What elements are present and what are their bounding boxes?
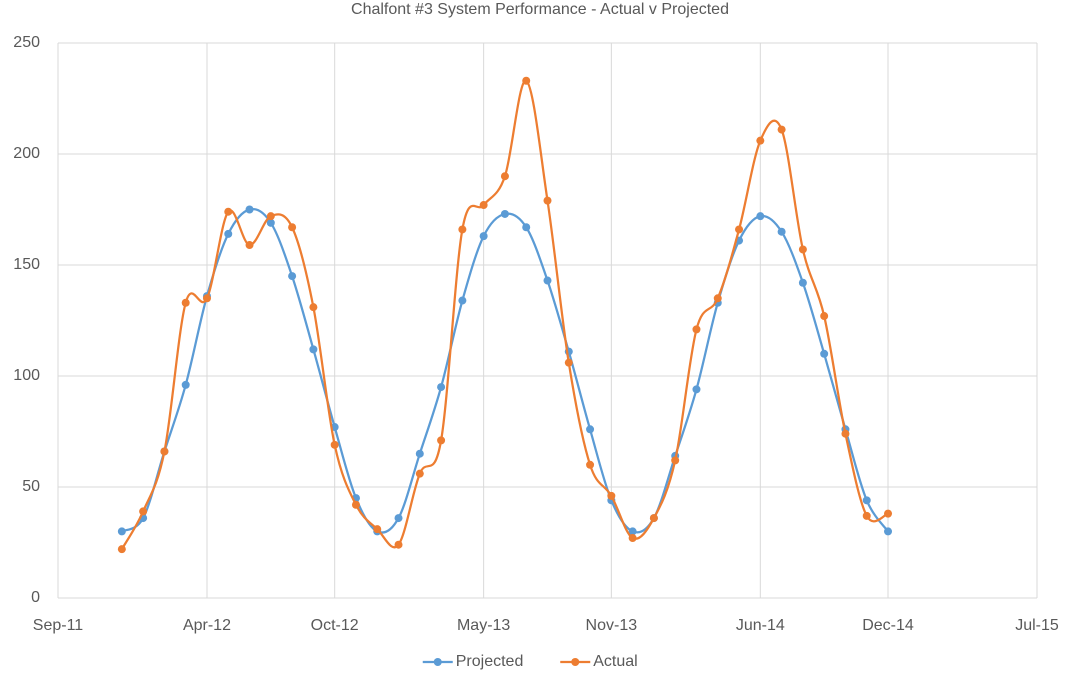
data-point — [543, 196, 552, 205]
legend-marker — [571, 658, 580, 666]
data-point — [564, 358, 573, 367]
data-point — [692, 385, 701, 394]
data-point — [351, 500, 360, 509]
data-point — [756, 212, 765, 221]
data-point — [522, 223, 531, 232]
data-point — [500, 209, 509, 218]
data-point — [245, 205, 254, 214]
x-tick-label: Sep-11 — [33, 617, 84, 634]
data-point — [628, 527, 637, 536]
data-point — [437, 436, 446, 445]
data-point — [586, 425, 595, 434]
x-tick-label: May-13 — [457, 617, 510, 634]
data-point — [139, 507, 148, 516]
data-point — [224, 229, 233, 238]
series-line — [121, 207, 889, 534]
y-tick-label: 200 — [13, 145, 40, 162]
legend-marker — [433, 658, 442, 666]
y-tick-label: 250 — [13, 34, 40, 51]
data-point — [266, 218, 275, 227]
data-point — [628, 534, 637, 543]
data-point — [394, 540, 403, 549]
data-point — [522, 76, 531, 85]
x-tick-label: Jun-14 — [736, 617, 785, 634]
legend-label: Actual — [593, 653, 637, 670]
data-point — [394, 514, 403, 523]
y-tick-label: 50 — [22, 478, 40, 495]
x-tick-label: Oct-12 — [311, 617, 359, 634]
data-point — [820, 312, 829, 321]
data-point — [777, 227, 786, 236]
data-point — [245, 241, 254, 250]
data-point — [181, 298, 190, 307]
data-point — [586, 460, 595, 469]
data-point — [309, 303, 318, 312]
data-point — [309, 345, 318, 354]
data-point — [543, 276, 552, 285]
data-point — [862, 496, 871, 505]
data-point — [777, 125, 786, 134]
data-point — [798, 278, 807, 287]
y-tick-label: 0 — [31, 589, 40, 606]
data-point — [415, 449, 424, 458]
data-point — [437, 383, 446, 392]
data-point — [288, 223, 297, 232]
data-point — [756, 136, 765, 145]
data-point — [884, 527, 893, 536]
data-point — [266, 212, 275, 221]
data-point — [649, 514, 658, 523]
data-point — [373, 525, 382, 534]
data-point — [841, 429, 850, 438]
x-tick-label: Nov-13 — [586, 617, 638, 634]
data-point — [713, 294, 722, 303]
data-point — [224, 207, 233, 216]
data-point — [117, 545, 126, 554]
data-point — [415, 469, 424, 478]
data-point — [117, 527, 126, 536]
data-point — [479, 232, 488, 241]
data-point — [479, 201, 488, 210]
legend-label: Projected — [456, 653, 524, 670]
data-point — [607, 491, 616, 500]
data-point — [500, 172, 509, 181]
x-tick-label: Dec-14 — [862, 617, 914, 634]
series-line — [120, 79, 889, 550]
data-point — [798, 245, 807, 254]
x-tick-label: Apr-12 — [183, 617, 231, 634]
data-point — [884, 509, 893, 518]
data-point — [330, 440, 339, 449]
data-point — [202, 294, 211, 303]
data-point — [820, 349, 829, 358]
data-point — [181, 380, 190, 389]
data-point — [160, 447, 169, 456]
data-point — [458, 225, 467, 234]
x-tick-label: Jul-15 — [1015, 617, 1059, 634]
y-tick-label: 150 — [13, 256, 40, 273]
data-point — [692, 325, 701, 334]
data-point — [735, 225, 744, 234]
data-point — [458, 296, 467, 305]
data-point — [671, 456, 680, 465]
chart-title: Chalfont #3 System Performance - Actual … — [351, 1, 729, 18]
y-tick-label: 100 — [13, 367, 40, 384]
data-point — [862, 511, 871, 520]
data-point — [288, 272, 297, 281]
